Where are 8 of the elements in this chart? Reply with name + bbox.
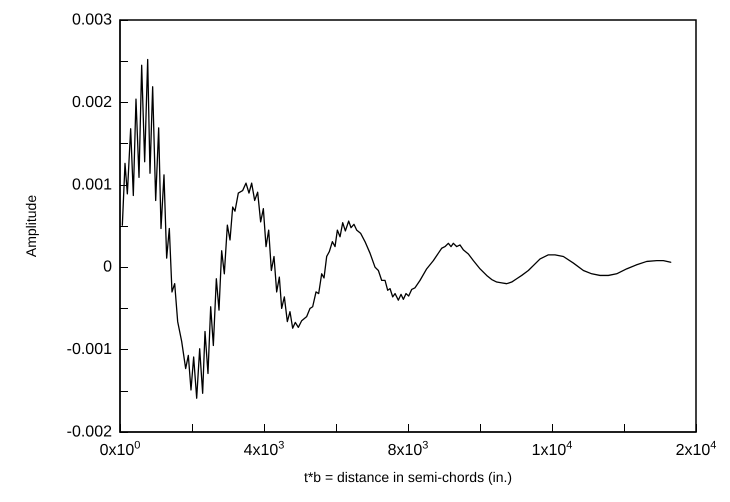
y-tick-label: 0.001 — [72, 176, 112, 194]
y-axis-title: Amplitude — [23, 194, 39, 258]
y-tick-label: 0.003 — [72, 12, 112, 28]
x-axis-title: t*b = distance in semi-chords (in.) — [304, 469, 512, 485]
y-tick-label: -0.001 — [66, 341, 112, 358]
y-tick-label: 0.002 — [72, 94, 112, 111]
y-tick-label: -0.002 — [66, 424, 112, 440]
y-tick-label: 0 — [103, 258, 112, 276]
